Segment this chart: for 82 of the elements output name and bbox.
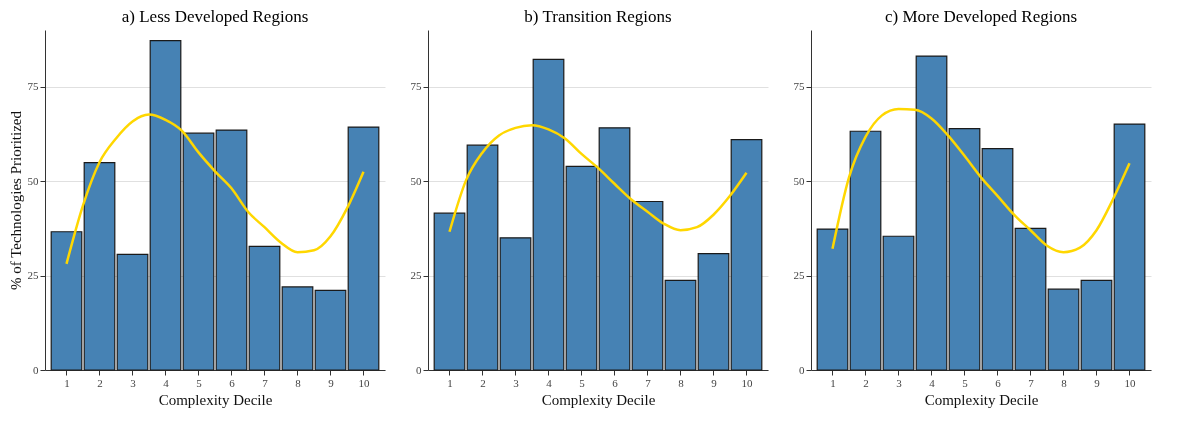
- x-tick-label: 6: [612, 376, 619, 389]
- chart-title: c) More Developed Regions: [884, 7, 1078, 26]
- bar: [915, 55, 948, 371]
- bar: [1113, 123, 1146, 371]
- x-tick-label: 7: [1028, 376, 1035, 389]
- bar: [248, 245, 281, 371]
- y-tick-label: 25: [793, 269, 805, 282]
- bar: [83, 162, 116, 371]
- bar: [149, 39, 182, 371]
- bar: [882, 235, 915, 371]
- bar: [730, 138, 763, 371]
- x-tick-label: 10: [1124, 376, 1136, 389]
- bar: [598, 127, 631, 371]
- x-tick-label: 6: [229, 376, 236, 389]
- x-tick-label: 7: [262, 376, 269, 389]
- y-tick-label: 75: [410, 80, 422, 93]
- bar: [565, 165, 598, 371]
- y-tick-label: 75: [793, 80, 805, 93]
- bar: [816, 228, 849, 371]
- x-tick-label: 6: [995, 376, 1002, 389]
- line-series: [448, 123, 748, 233]
- x-tick-label: 4: [929, 376, 936, 389]
- chart-title: a) Less Developed Regions: [121, 7, 309, 26]
- bar: [499, 237, 532, 371]
- line-series: [831, 107, 1131, 254]
- x-axis-title: Complexity Decile: [158, 391, 273, 408]
- x-tick-label: 7: [645, 376, 652, 389]
- x-axis-title: Complexity Decile: [541, 391, 656, 408]
- y-tick-label: 50: [410, 174, 422, 187]
- x-tick-label: 1: [447, 376, 453, 389]
- y-tick-label: 50: [27, 174, 39, 187]
- x-tick-label: 5: [962, 376, 969, 389]
- bar: [697, 253, 730, 371]
- bar: [532, 58, 565, 371]
- bar: [631, 200, 664, 371]
- bar: [116, 253, 149, 371]
- x-tick-label: 9: [328, 376, 335, 389]
- bar: [849, 130, 882, 371]
- bar: [347, 126, 380, 371]
- y-tick-label: 0: [416, 363, 422, 376]
- x-tick-label: 2: [480, 376, 486, 389]
- x-tick-label: 1: [830, 376, 836, 389]
- x-tick-label: 3: [513, 376, 520, 389]
- bar: [281, 286, 314, 371]
- x-tick-label: 3: [130, 376, 137, 389]
- x-tick-label: 10: [358, 376, 370, 389]
- bar: [50, 231, 83, 371]
- x-tick-label: 9: [1094, 376, 1101, 389]
- y-tick-label: 25: [410, 269, 422, 282]
- y-tick-label: 25: [27, 269, 39, 282]
- x-tick-label: 8: [295, 376, 302, 389]
- y-tick-label: 0: [33, 363, 39, 376]
- bar: [433, 212, 466, 371]
- bar: [1080, 279, 1113, 371]
- x-axis-title: Complexity Decile: [924, 391, 1039, 408]
- chart-title: b) Transition Regions: [524, 7, 672, 26]
- x-tick-label: 8: [678, 376, 685, 389]
- y-tick-label: 50: [793, 174, 805, 187]
- y-tick-label: 75: [27, 80, 39, 93]
- x-tick-label: 1: [64, 376, 70, 389]
- bar: [1014, 227, 1047, 371]
- y-tick-label: 0: [799, 363, 805, 376]
- x-tick-label: 4: [163, 376, 170, 389]
- y-axis-title: % of Technologies Prioritized: [7, 110, 24, 291]
- x-tick-label: 2: [863, 376, 869, 389]
- x-tick-label: 2: [97, 376, 103, 389]
- bar: [314, 289, 347, 371]
- bar: [948, 128, 981, 371]
- bar: [182, 132, 215, 371]
- bar: [466, 144, 499, 371]
- bar: [1047, 288, 1080, 371]
- x-tick-label: 9: [711, 376, 718, 389]
- bar: [981, 148, 1014, 371]
- x-tick-label: 5: [196, 376, 203, 389]
- bar: [215, 129, 248, 371]
- x-tick-label: 5: [579, 376, 586, 389]
- line-series: [65, 113, 365, 266]
- x-tick-label: 4: [546, 376, 553, 389]
- x-tick-label: 3: [896, 376, 903, 389]
- x-tick-label: 8: [1061, 376, 1068, 389]
- bar: [664, 279, 697, 371]
- x-tick-label: 10: [741, 376, 753, 389]
